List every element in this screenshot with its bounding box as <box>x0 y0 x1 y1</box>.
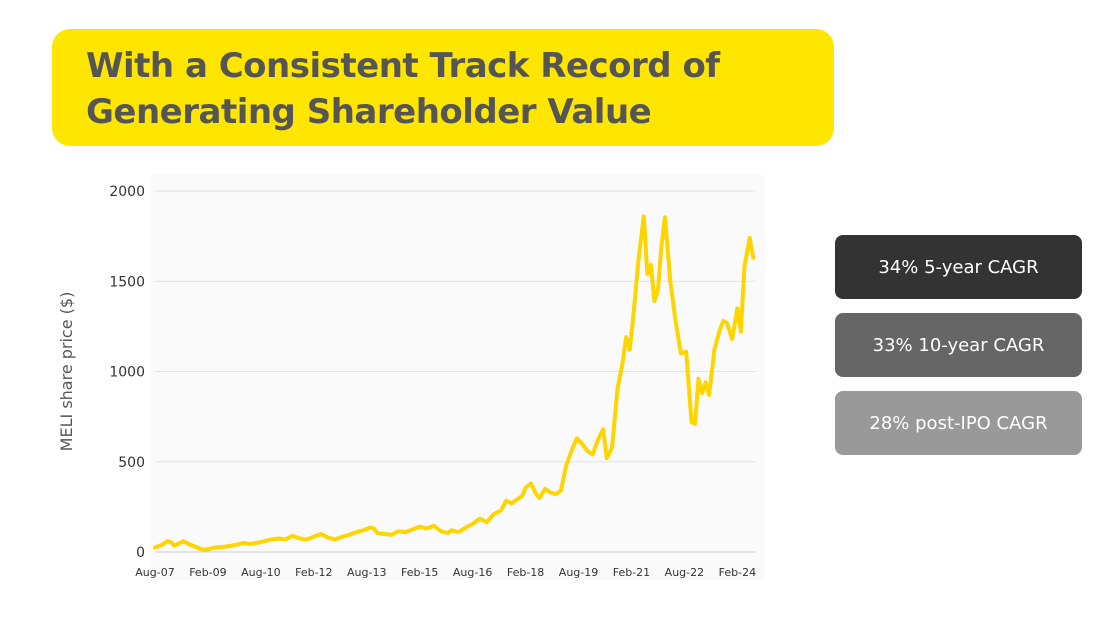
stat-post-ipo-cagr: 28% post-IPO CAGR <box>835 391 1082 455</box>
x-tick-label: Feb-15 <box>401 566 438 579</box>
share-price-chart: 0 500 1000 1500 2000 Aug-07 Feb-09 Aug-10 Feb-12… <box>57 175 765 580</box>
x-tick-label: Feb-12 <box>295 566 332 579</box>
x-tick-label: Aug-16 <box>453 566 492 579</box>
y-tick-label: 2000 <box>109 184 145 200</box>
y-axis-label: MELI share price ($) <box>57 292 76 452</box>
title-line-1: With a Consistent Track Record of <box>86 46 720 86</box>
x-tick-label: Feb-24 <box>719 566 756 579</box>
x-tick-label: Aug-13 <box>347 566 386 579</box>
stat-10-year-cagr: 33% 10-year CAGR <box>835 313 1082 377</box>
title-banner: With a Consistent Track Record of Genera… <box>52 29 834 146</box>
y-tick-label: 1000 <box>109 365 145 381</box>
x-tick-label: Feb-09 <box>189 566 226 579</box>
stat-post-ipo-cagr-label: 28% post-IPO CAGR <box>869 412 1048 434</box>
title-line-2: Generating Shareholder Value <box>86 92 652 132</box>
x-tick-label: Feb-21 <box>613 566 650 579</box>
stat-5-year-cagr-label: 34% 5-year CAGR <box>878 256 1039 278</box>
x-tick-label: Feb-18 <box>507 566 544 579</box>
x-tick-label: Aug-10 <box>241 566 280 579</box>
plot-background <box>150 175 765 580</box>
y-tick-label: 500 <box>118 455 145 471</box>
stat-10-year-cagr-label: 33% 10-year CAGR <box>872 334 1045 356</box>
share-price-line <box>153 214 756 552</box>
y-tick-label: 0 <box>136 545 145 561</box>
stat-5-year-cagr: 34% 5-year CAGR <box>835 235 1082 299</box>
x-tick-label: Aug-19 <box>559 566 598 579</box>
x-tick-label: Aug-22 <box>665 566 704 579</box>
x-tick-label: Aug-07 <box>135 566 174 579</box>
y-tick-label: 1500 <box>109 274 145 290</box>
